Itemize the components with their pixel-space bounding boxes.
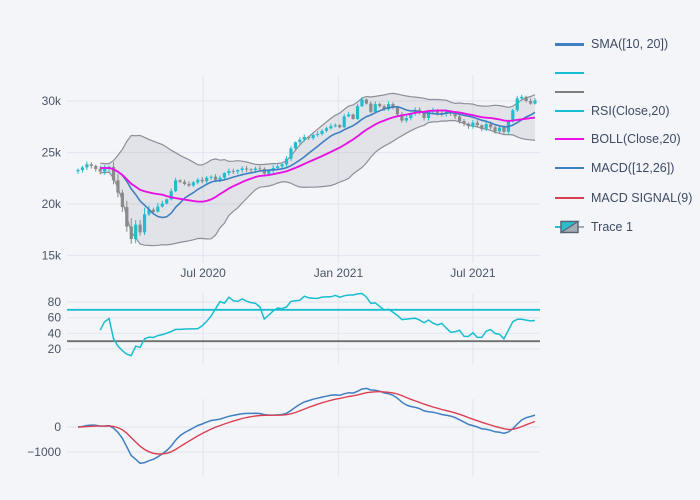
legend-item-label: SMA([10, 20]): [591, 37, 669, 51]
tick-label: 15k: [42, 249, 62, 263]
legend-item-label: BOLL(Close,20): [591, 132, 681, 146]
legend-item-macd[interactable]: MACD([12,26]): [555, 159, 674, 177]
sma-line-swatch: [555, 42, 584, 46]
macd-line-swatch: [555, 167, 584, 169]
macd-line: [77, 387, 536, 465]
gridlines: [67, 75, 540, 476]
boll-line-swatch: [555, 138, 584, 140]
rsi-line: [99, 292, 536, 357]
legend-item-label: MACD SIGNAL(9): [591, 191, 693, 205]
rsi-lower-line-swatch: [555, 91, 584, 93]
tick-label: 60: [48, 311, 62, 325]
macd-signal-line-swatch: [555, 197, 584, 199]
legend-item-sma[interactable]: SMA([10, 20]): [555, 35, 668, 53]
boll-mid-line: [100, 109, 536, 203]
macd-signal-line: [77, 390, 536, 455]
legend-item-rsi-lower[interactable]: [555, 83, 591, 101]
tick-label: −1000: [27, 445, 61, 459]
overlay-lines: [100, 105, 536, 219]
legend-item-label: MACD([12,26]): [591, 161, 675, 175]
tick-label: 80: [48, 295, 62, 309]
macd-subplot: [77, 387, 536, 465]
tick-label: 25k: [42, 146, 62, 160]
tick-label: 0: [54, 420, 61, 434]
legend-item-macd-signal[interactable]: MACD SIGNAL(9): [555, 189, 692, 207]
rsi-subplot: [67, 292, 540, 357]
tick-label: 40: [48, 326, 62, 340]
legend-item-rsi-upper[interactable]: [555, 64, 591, 82]
rsi-upper-line-swatch: [555, 72, 584, 74]
legend-item-boll[interactable]: BOLL(Close,20): [555, 130, 681, 148]
legend-item-trace1[interactable]: Trace 1: [555, 218, 633, 236]
legend-item-rsi[interactable]: RSI(Close,20): [555, 102, 670, 120]
legend-item-label: RSI(Close,20): [591, 104, 670, 118]
tick-label: 20: [48, 342, 62, 356]
tick-label: Jan 2021: [314, 266, 364, 280]
legend: SMA([10, 20]) RSI(Close,20) BOLL(Close,2…: [555, 0, 700, 250]
candlestick-icon: [555, 219, 584, 235]
sma10-line: [100, 105, 536, 219]
candlestick-series[interactable]: [76, 94, 537, 244]
legend-item-label: Trace 1: [591, 220, 633, 234]
tick-label: Jul 2020: [180, 266, 226, 280]
tick-label: 20k: [42, 197, 62, 211]
tick-label: 30k: [42, 94, 62, 108]
tick-label: Jul 2021: [450, 266, 496, 280]
rsi-line-swatch: [555, 110, 584, 112]
